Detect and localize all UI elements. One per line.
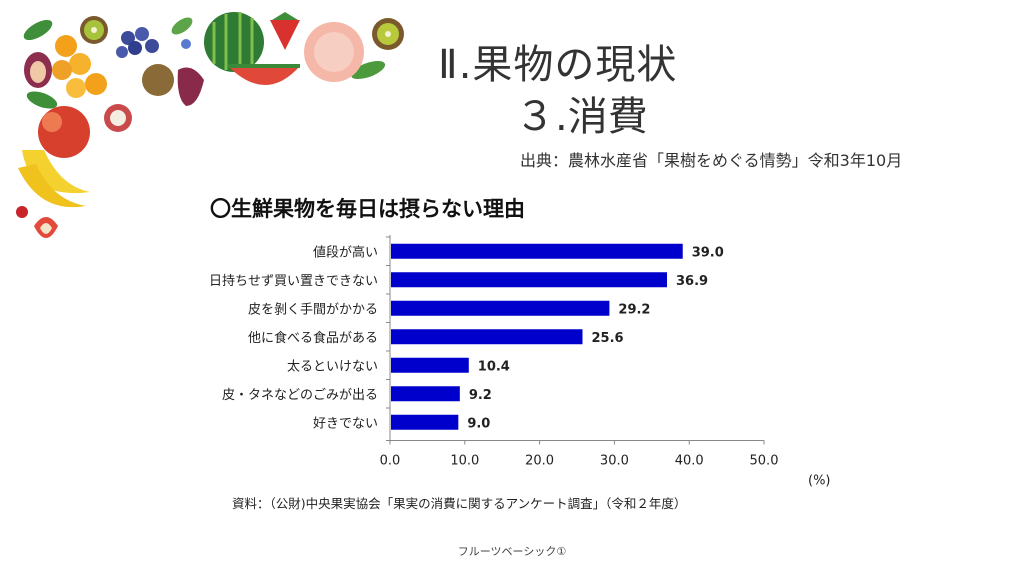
bar <box>391 329 583 345</box>
value-label: 39.0 <box>692 245 724 260</box>
bar <box>391 272 668 288</box>
bar <box>391 243 683 259</box>
x-tick-label: 0.0 <box>380 454 401 469</box>
source-citation: 出典：農林水産省「果樹をめぐる情勢」令和3年10月 <box>520 151 903 170</box>
slide-subtitle: ３.消費 <box>515 94 648 140</box>
x-tick-label: 10.0 <box>450 454 479 469</box>
category-label: 皮を剝く手間がかかる <box>248 302 378 317</box>
category-label: 日持ちせず買い置きできない <box>209 274 378 289</box>
category-label: 太るといけない <box>287 359 378 374</box>
value-label: 29.2 <box>618 302 650 317</box>
category-label: 他に食べる食品がある <box>248 330 378 346</box>
x-tick-label: 20.0 <box>525 454 554 469</box>
x-tick-label: 40.0 <box>675 454 704 469</box>
value-label: 25.6 <box>591 331 623 346</box>
value-label: 9.0 <box>467 416 490 431</box>
x-tick-label: 30.0 <box>600 454 629 469</box>
bar <box>391 386 460 402</box>
fruit-illustration <box>16 12 404 238</box>
bar <box>391 300 610 316</box>
x-tick-label: 50.0 <box>750 454 779 469</box>
value-label: 36.9 <box>676 274 708 289</box>
category-label: 値段が高い <box>313 244 378 260</box>
category-label: 皮・タネなどのごみが出る <box>222 387 378 403</box>
category-label: 好きでない <box>313 416 378 431</box>
chart-footnote: 資料：（公財)中央果実協会「果実の消費に関するアンケート調査」（令和２年度） <box>232 496 687 511</box>
bar <box>391 414 459 430</box>
value-label: 9.2 <box>469 388 492 403</box>
value-label: 10.4 <box>478 359 510 374</box>
slide-footer: フルーツベーシック① <box>457 545 567 558</box>
bar <box>391 357 469 373</box>
slide-title: Ⅱ.果物の現状 <box>438 42 678 88</box>
chart-title: 〇生鮮果物を毎日は摂らない理由 <box>210 197 525 221</box>
unit-label: (%) <box>808 474 831 489</box>
